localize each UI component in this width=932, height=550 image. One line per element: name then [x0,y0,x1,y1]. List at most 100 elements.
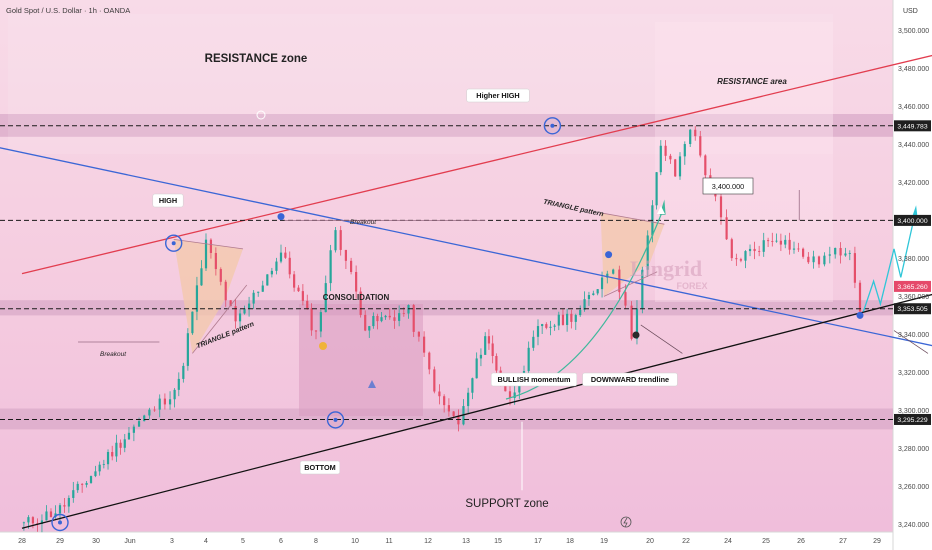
price-flag [894,303,931,315]
candle-body [817,256,821,265]
candle-body [173,389,176,400]
projected-path [862,216,916,312]
candle-body [45,511,48,521]
candle-body [834,247,837,255]
candle-body [143,415,146,422]
x-tick-label: 13 [462,538,470,545]
triangle-left-upper [173,239,244,250]
y-tick-label: 3,360.000 [898,294,929,301]
bullish-momentum-label-box [490,372,578,387]
triangle-left-lower [192,284,248,354]
candle-body [844,253,847,256]
candle-body [388,315,391,318]
candle-body [606,273,609,278]
candle-body [195,285,199,312]
candle-body [536,326,540,337]
candle-body [398,313,401,321]
consolidation-box [299,304,423,417]
price-flag [894,280,931,292]
pivot-ring [51,513,69,532]
candle-body [102,464,105,466]
candle-body [725,217,728,240]
candle-body [802,248,805,257]
candle-body [669,155,672,160]
candle-body [674,159,677,177]
candle-body [452,411,455,416]
x-tick-label: 10 [351,538,359,545]
candle-body [115,442,118,457]
candle-body [344,249,347,261]
x-tick-label: 24 [724,538,732,545]
candle-body [158,398,161,410]
candle-body [479,354,483,359]
pivot-dot [550,123,555,128]
candle-body [457,415,460,425]
x-tick-label: 30 [92,538,100,545]
candle-body [612,269,615,274]
candle-body [527,347,530,372]
x-tick-label: Jun [124,538,135,545]
candle-body [177,378,180,390]
candle-body [31,517,35,524]
y-tick-label: 3,320.000 [898,370,929,377]
downward-pointer [893,330,929,354]
candle-body [624,292,627,306]
candle-body [319,312,322,332]
x-tick-label: 6 [279,538,283,545]
candle-body [423,336,426,353]
candle-body [376,315,379,322]
candle-body [27,517,30,523]
candle-body [407,305,410,314]
price-flag [894,413,931,425]
downward-trendline[interactable] [0,144,932,395]
candle-body [775,240,778,242]
candle-body [635,308,639,339]
candle-body [467,392,470,407]
candle-body [828,254,831,256]
pivot-dot [58,520,62,525]
candle-body [471,378,474,393]
candle-body [266,274,269,286]
candle-body [301,291,304,301]
candle-body [574,315,577,322]
pivot-dot [333,417,338,422]
y-tick-label: 3,480.000 [898,66,929,73]
candle-body [792,248,796,250]
candle-body [234,306,237,322]
candle-body [111,451,114,457]
candle-body [600,277,604,290]
candle-body [504,381,507,392]
lightning-icon[interactable] [620,516,632,528]
high-label: HIGH [159,196,177,205]
candle-body [412,305,415,332]
x-tick-label: 17 [534,538,542,545]
symbol-title: Gold Spot / U.S. Dollar · 1h · OANDA [6,6,130,15]
candle-body [762,240,765,252]
candle-body [148,409,151,416]
candle-body [94,471,97,477]
candle-body [339,230,342,250]
x-tick-label: 26 [797,538,805,545]
support-line[interactable] [21,243,932,529]
watermark-main: Lingrid [630,256,702,281]
y-tick-label: 3,340.000 [898,332,929,339]
bullish-pointer [640,324,683,354]
support-zone-label: SUPPORT zone [465,498,548,510]
candle-body [753,248,756,252]
x-tick-label: 20 [646,538,654,545]
candle-body [98,464,101,472]
x-tick-label: 5 [241,538,245,545]
candle-body [491,343,494,356]
candle-body [58,505,62,514]
candle-body [209,239,213,253]
info-icon[interactable] [256,110,266,120]
triangle-right-shape [600,212,665,297]
touch-point [605,251,613,259]
resistance-area-label: RESISTANCE area [717,77,787,86]
resistance-line[interactable] [21,8,932,275]
price-flag-label: 3,295.229 [897,417,927,424]
breakout-top-label: Breakout [350,219,377,226]
x-tick-label: 15 [494,538,502,545]
